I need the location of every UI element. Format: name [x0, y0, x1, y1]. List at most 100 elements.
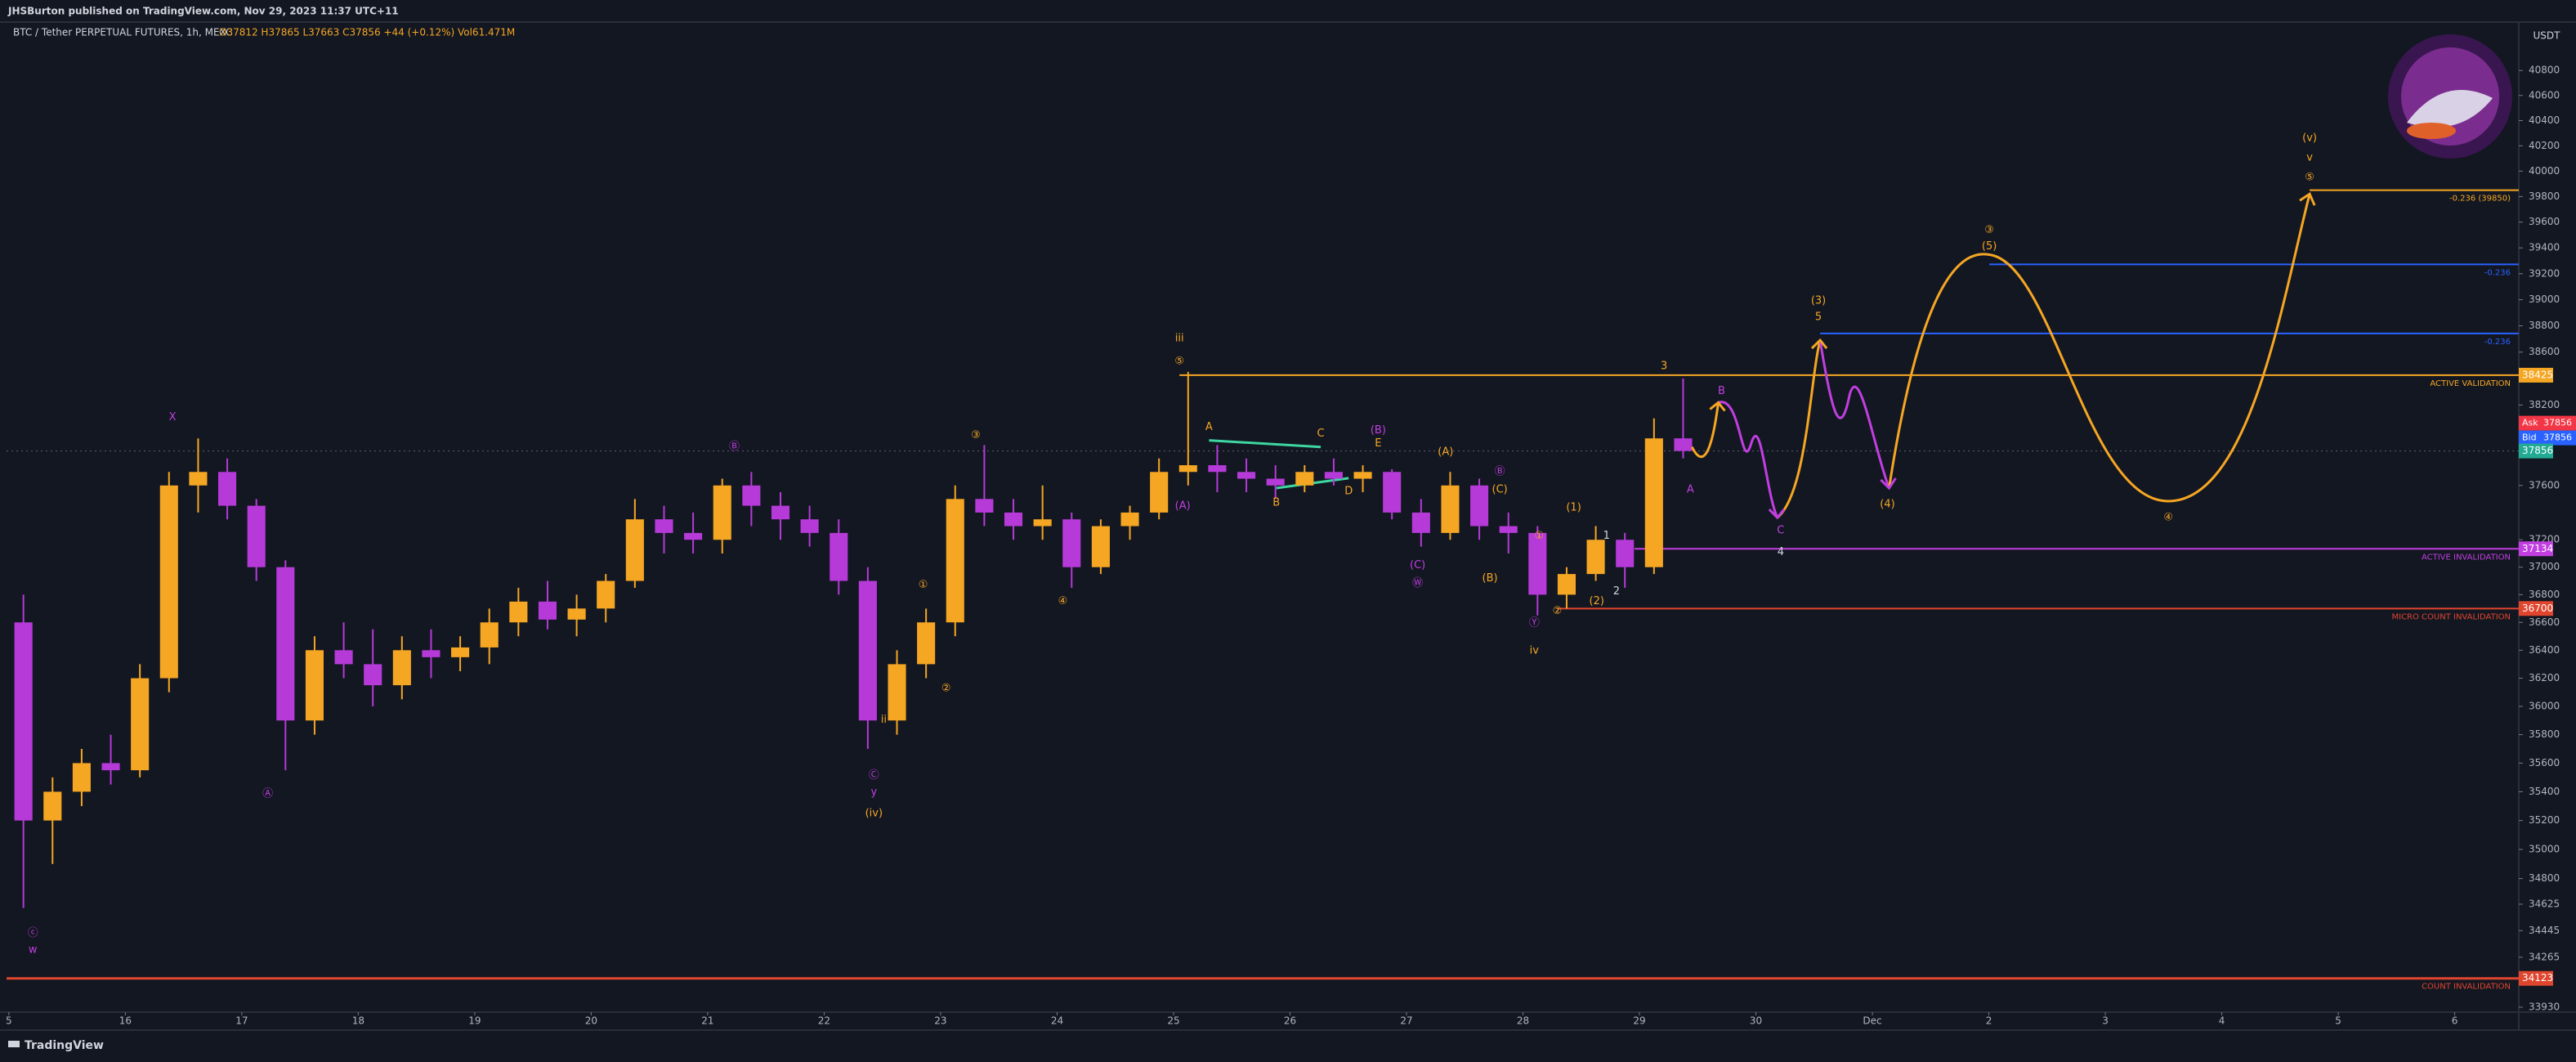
- candle-body: [1178, 465, 1197, 473]
- wave-label: (v): [2302, 132, 2317, 144]
- wave-label: (iv): [865, 807, 883, 819]
- candle-body: [422, 650, 441, 657]
- wave-label: A: [1205, 421, 1213, 433]
- x-tick-label: Dec: [1863, 1015, 1881, 1027]
- y-tick-label: 38200: [2529, 399, 2560, 410]
- y-tick-label: 39600: [2529, 216, 2560, 227]
- y-tick-label: 40200: [2529, 140, 2560, 151]
- wave-label: Ⓐ: [262, 787, 273, 800]
- projection-path: [1818, 339, 1890, 489]
- projection-path: [1888, 193, 2311, 503]
- x-tick-label: 19: [468, 1015, 481, 1027]
- candle-body: [1528, 532, 1547, 595]
- y-tick-label: 36800: [2529, 589, 2560, 600]
- candle-body: [625, 519, 644, 581]
- level-label: COUNT INVALIDATION: [2422, 983, 2511, 992]
- candle-body: [1062, 519, 1081, 567]
- wave-label: ⑤: [2305, 172, 2314, 184]
- y-tick-label: 36600: [2529, 616, 2560, 628]
- quote-tag: [2519, 430, 2576, 446]
- y-tick-label: 39400: [2529, 242, 2560, 253]
- quote-tag-name: Bid: [2522, 432, 2537, 443]
- y-tick-label: 34445: [2529, 925, 2560, 936]
- x-tick-label: 23: [934, 1015, 946, 1027]
- projection-path: [1776, 339, 1822, 519]
- candle-body: [830, 532, 848, 581]
- symbol-title: BTC / Tether PERPETUAL FUTURES, 1h, MEXC: [13, 27, 232, 38]
- candle-body: [946, 499, 964, 623]
- quote-tag: [2519, 415, 2576, 431]
- x-tick-label: 21: [701, 1015, 713, 1027]
- level-label: -0.236: [2484, 268, 2511, 277]
- x-tick-label: 27: [1400, 1015, 1412, 1027]
- avatar: [2388, 34, 2512, 159]
- wave-label: ③: [971, 429, 981, 441]
- wave-label: ④: [1058, 595, 1068, 607]
- x-tick-label: 29: [1633, 1015, 1645, 1027]
- candle-body: [1470, 485, 1489, 527]
- ohlc-legend: O37812 H37865 L37663 C37856 +44 (+0.12%)…: [219, 27, 515, 38]
- y-tick-label: 35800: [2529, 728, 2560, 740]
- candle-body: [975, 499, 994, 513]
- candle-body: [538, 601, 557, 620]
- y-tick-label: 39200: [2529, 267, 2560, 279]
- level-label: -0.236 (39850): [2449, 195, 2511, 204]
- wave-label: (1): [1566, 502, 1581, 514]
- x-tick-label: 2: [1986, 1015, 1992, 1027]
- candle-body: [713, 485, 731, 540]
- wave-label: Ⓨ: [1529, 616, 1540, 629]
- candle-body: [1674, 438, 1693, 451]
- wave-label: D: [1344, 485, 1353, 497]
- arrow-head: [2299, 191, 2316, 206]
- candle-body: [480, 622, 499, 648]
- wave-label: 5: [1815, 311, 1822, 323]
- x-tick-label: 28: [1517, 1015, 1529, 1027]
- projection-path: [1690, 402, 1720, 459]
- y-tick-label: 37600: [2529, 479, 2560, 491]
- x-tick-label: 16: [119, 1015, 132, 1027]
- wave-label: ④: [2163, 512, 2173, 524]
- y-tick-label: 36200: [2529, 672, 2560, 683]
- wave-label: Ⓦ: [1412, 577, 1423, 589]
- wave-label: ①: [919, 579, 928, 591]
- price-tag-label: 36700: [2522, 603, 2553, 614]
- wave-label: ii: [881, 714, 887, 726]
- wave-label: (2): [1590, 595, 1604, 607]
- level-label: ACTIVE INVALIDATION: [2422, 553, 2511, 562]
- x-tick-label: 24: [1051, 1015, 1063, 1027]
- candle-body: [14, 622, 33, 821]
- candle-body: [131, 678, 150, 771]
- candle-body: [567, 608, 586, 620]
- level-label: MICRO COUNT INVALIDATION: [2392, 612, 2511, 621]
- candle-body: [276, 567, 295, 721]
- wave-label: Ⓑ: [729, 441, 740, 453]
- level-label: ACTIVE VALIDATION: [2430, 379, 2511, 388]
- candle-body: [742, 485, 761, 506]
- price-tag: [2519, 970, 2553, 986]
- candle-body: [1120, 512, 1139, 527]
- wave-label: ①: [1535, 530, 1545, 542]
- wave-label: (C): [1410, 559, 1425, 571]
- candle-body: [771, 505, 790, 520]
- y-tick-label: 39800: [2529, 190, 2560, 202]
- y-tick-label: 40600: [2529, 89, 2560, 101]
- x-tick-label: 26: [1284, 1015, 1296, 1027]
- candle-body: [684, 532, 703, 540]
- y-tick-label: 35000: [2529, 844, 2560, 855]
- currency: USDT: [2534, 30, 2561, 42]
- price-tag-label: 37134: [2522, 543, 2553, 554]
- wave-label: (B): [1483, 572, 1498, 585]
- candle-body: [1091, 526, 1110, 567]
- y-tick-label: 39000: [2529, 294, 2560, 305]
- arrow-head: [1880, 477, 1897, 491]
- y-tick-label: 35600: [2529, 757, 2560, 768]
- candle-body: [888, 664, 906, 721]
- wave-label: X: [169, 411, 177, 423]
- projection-path: [1718, 401, 1779, 518]
- wave-label: 4: [1778, 546, 1784, 558]
- wave-label: (B): [1371, 424, 1386, 437]
- wave-label: 2: [1613, 585, 1620, 598]
- wave-label: w: [29, 943, 38, 956]
